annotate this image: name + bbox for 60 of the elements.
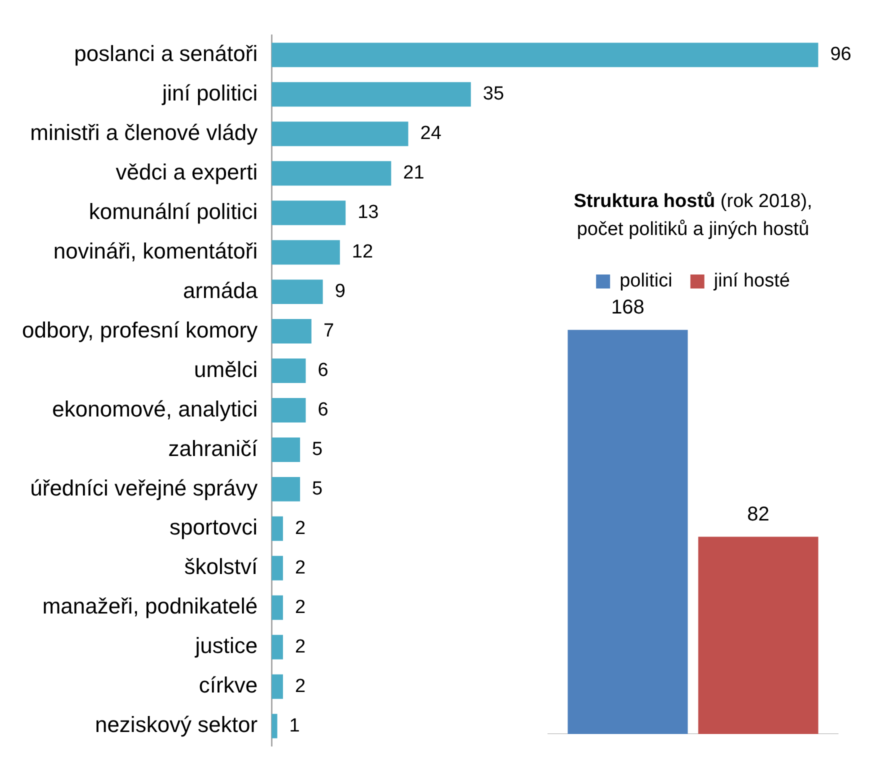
bar <box>272 319 312 344</box>
bar <box>272 200 346 226</box>
bar <box>272 595 283 620</box>
y-tick-label: neziskový sektor <box>94 712 258 738</box>
bar <box>272 634 283 660</box>
bar <box>272 714 278 738</box>
y-tick-label: ministři a členové vlády <box>30 120 258 145</box>
bar <box>272 674 283 699</box>
y-tick-label: umělci <box>194 356 258 382</box>
chart-title: Struktura hostů (rok 2018), <box>574 191 812 212</box>
y-tick-label: školství <box>184 554 258 580</box>
data-label: 2 <box>294 557 306 578</box>
y-tick-label: církve <box>198 672 258 698</box>
y-tick-label: manažeři, podnikatelé <box>42 594 258 619</box>
y-tick-label: jiní politici <box>161 80 258 106</box>
bar <box>272 516 283 541</box>
data-label: 35 <box>482 84 504 105</box>
bar <box>272 556 283 580</box>
bar <box>272 122 408 146</box>
data-label: 6 <box>318 360 328 381</box>
bar <box>272 280 323 304</box>
data-label: 7 <box>323 320 334 342</box>
y-tick-label: odbory, profesní komory <box>22 317 258 342</box>
bar <box>272 398 306 422</box>
y-tick-label: komunální politici <box>88 198 258 224</box>
y-tick-label: vědci a experti <box>116 159 258 184</box>
legend-label: politici <box>620 270 672 292</box>
bar <box>272 82 471 107</box>
data-label: 96 <box>830 44 852 66</box>
bar <box>272 437 300 462</box>
y-tick-label: zahraničí <box>168 436 258 461</box>
data-label: 82 <box>747 503 770 526</box>
data-label: 5 <box>312 438 323 460</box>
legend-label: jiní hosté <box>712 270 790 292</box>
data-label: 21 <box>403 162 424 184</box>
bar <box>272 42 818 68</box>
data-label: 168 <box>611 296 644 318</box>
y-tick-label: armáda <box>182 278 258 303</box>
y-tick-label: justice <box>194 633 258 658</box>
data-label: 12 <box>352 242 374 263</box>
data-label: 2 <box>294 636 306 658</box>
y-tick-label: ekonomové, analytici <box>52 396 258 422</box>
data-label: 5 <box>312 478 323 500</box>
y-tick-label: poslanci a senátoři <box>74 41 258 66</box>
bar <box>272 476 300 502</box>
y-tick-label: novináři, komentátoři <box>53 238 258 264</box>
bar <box>272 358 306 383</box>
y-tick-label: sportovci <box>170 514 258 540</box>
data-label: 9 <box>334 281 346 302</box>
y-tick-label: úředníci veřejné správy <box>30 475 258 500</box>
bar <box>272 161 392 186</box>
data-label: 6 <box>318 399 328 420</box>
bar <box>272 240 340 265</box>
data-label: 24 <box>420 123 442 144</box>
data-label: 2 <box>294 518 306 539</box>
data-label: 1 <box>289 715 300 736</box>
data-label: 13 <box>358 202 379 224</box>
chart-subtitle: počet politiků a jiných hostů <box>576 218 810 242</box>
data-label: 2 <box>294 676 306 697</box>
data-label: 2 <box>294 596 306 618</box>
